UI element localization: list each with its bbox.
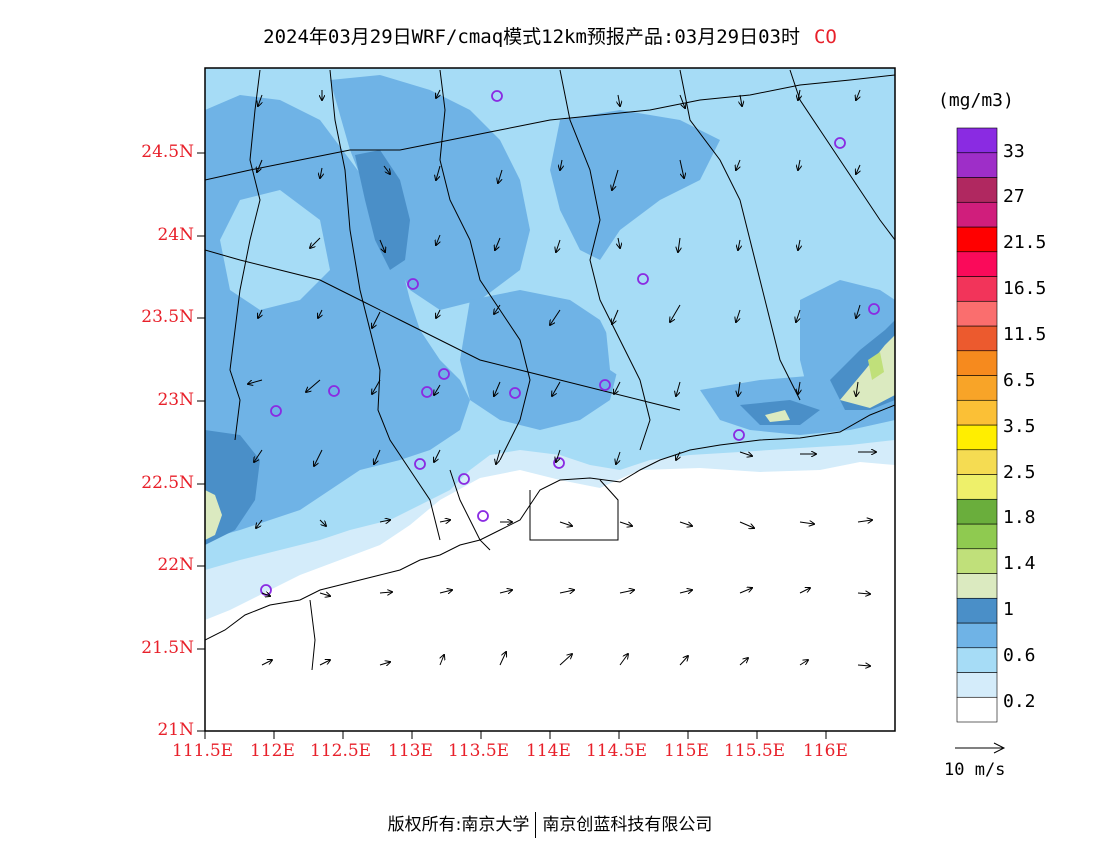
colorbar: [956, 127, 998, 723]
colorbar-swatch: [956, 498, 998, 525]
station-marker: [868, 303, 880, 315]
colorbar-label: 0.6: [1003, 645, 1036, 666]
y-tick-label: 22N: [157, 555, 194, 575]
station-marker: [421, 386, 433, 398]
colorbar-swatch: [956, 696, 998, 723]
colorbar-swatch: [956, 399, 998, 426]
y-tick-label: 23N: [157, 390, 194, 410]
colorbar-swatch: [956, 523, 998, 550]
colorbar-swatch: [956, 177, 998, 203]
y-tick-label: 21N: [157, 720, 194, 740]
y-tick-label: 24N: [157, 225, 194, 245]
footer-right: 南京创蓝科技有限公司: [542, 815, 713, 835]
station-marker: [458, 473, 470, 485]
colorbar-swatch: [956, 251, 998, 277]
title-species: CO: [813, 26, 837, 48]
station-marker: [414, 458, 426, 470]
x-tick-label: 116E: [803, 741, 848, 761]
x-tick-label: 113.5E: [448, 741, 510, 761]
colorbar-swatch: [956, 573, 998, 599]
x-tick-label: 112.5E: [310, 741, 372, 761]
x-tick-label: 113E: [388, 741, 433, 761]
colorbar-swatch: [956, 375, 998, 401]
colorbar-swatch: [956, 152, 998, 178]
station-marker: [328, 385, 340, 397]
boundary-lines: [205, 69, 895, 671]
colorbar-swatch: [956, 449, 998, 475]
station-marker: [637, 273, 649, 285]
axis-ticks: [197, 152, 827, 739]
x-tick-label: 114E: [526, 741, 571, 761]
colorbar-label: 0.2: [1003, 691, 1036, 712]
station-marker: [509, 387, 521, 399]
x-tick-label: 115E: [664, 741, 709, 761]
colorbar-swatch: [956, 672, 998, 698]
copyright-footer: 版权所有:南京大学 南京创蓝科技有限公司: [0, 810, 1100, 838]
colorbar-swatch: [956, 597, 998, 624]
station-marker: [477, 510, 489, 522]
x-tick-label: 115.5E: [724, 741, 786, 761]
y-tick-label: 23.5N: [141, 307, 194, 327]
colorbar-swatch: [956, 201, 998, 228]
wind-legend-arrow: [955, 742, 1006, 754]
y-tick-label: 22.5N: [141, 473, 194, 493]
station-markers: [260, 90, 880, 596]
station-marker: [407, 278, 419, 290]
colorbar-swatch: [956, 424, 998, 451]
station-marker: [733, 429, 745, 441]
colorbar-swatch: [956, 276, 998, 302]
chart-title: 2024年03月29日WRF/cmaq模式12km预报产品:03月29日03时 C…: [0, 22, 1100, 49]
concentration-field: [205, 68, 895, 731]
colorbar-label: 6.5: [1003, 370, 1036, 391]
y-tick-label: 24.5N: [141, 142, 194, 162]
colorbar-swatch: [956, 548, 998, 574]
footer-divider: [535, 812, 537, 838]
colorbar-label: 27: [1003, 186, 1025, 207]
colorbar-label: 16.5: [1003, 278, 1047, 299]
colorbar-swatch: [956, 300, 998, 327]
colorbar-label: 1: [1003, 599, 1014, 620]
x-tick-label: 112E: [250, 741, 295, 761]
colorbar-label: 2.5: [1003, 462, 1036, 483]
colorbar-label: 1.4: [1003, 553, 1036, 574]
colorbar-label: 33: [1003, 141, 1025, 162]
station-marker: [491, 90, 503, 102]
colorbar-label: 11.5: [1003, 324, 1047, 345]
station-marker: [599, 379, 611, 391]
colorbar-unit: (mg/m3): [938, 90, 1014, 111]
colorbar-swatch: [956, 226, 998, 253]
x-tick-label: 114.5E: [586, 741, 648, 761]
x-tick-label: 111.5E: [172, 741, 234, 761]
colorbar-swatch: [956, 647, 998, 673]
title-main: 2024年03月29日WRF/cmaq模式12km预报产品:03月29日03时: [263, 26, 800, 48]
station-marker: [438, 368, 450, 380]
wind-vectors: [248, 89, 876, 666]
station-marker: [834, 137, 846, 149]
footer-left: 版权所有:南京大学: [387, 815, 530, 835]
station-marker: [270, 405, 282, 417]
colorbar-label: 3.5: [1003, 416, 1036, 437]
colorbar-swatch: [956, 622, 998, 649]
wind-legend-label: 10 m/s: [944, 760, 1006, 780]
colorbar-swatch: [956, 325, 998, 352]
colorbar-swatch: [956, 350, 998, 376]
colorbar-label: 21.5: [1003, 232, 1047, 253]
colorbar-swatch: [956, 474, 998, 500]
colorbar-label: 1.8: [1003, 507, 1036, 528]
colorbar-swatch: [956, 127, 998, 154]
y-tick-label: 21.5N: [141, 638, 194, 658]
